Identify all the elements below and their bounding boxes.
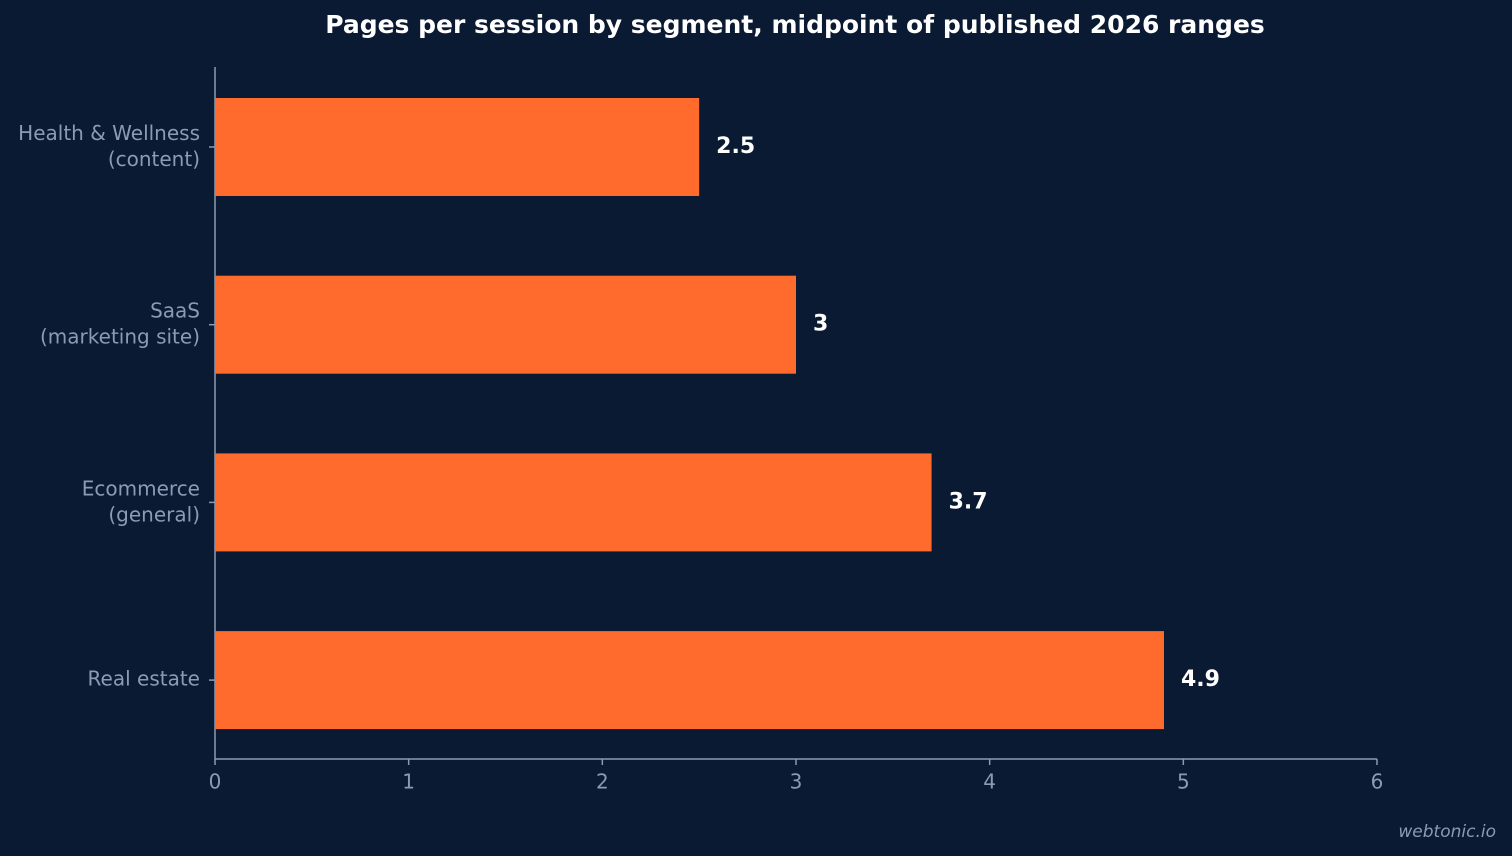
x-tick-label: 6	[1371, 770, 1384, 794]
y-tick-label: Real estate	[88, 667, 200, 691]
value-label: 3.7	[949, 489, 988, 514]
bar	[215, 98, 700, 196]
x-tick-label: 2	[596, 770, 609, 794]
chart-title: Pages per session by segment, midpoint o…	[325, 10, 1265, 39]
bar	[215, 453, 932, 552]
value-label: 2.5	[716, 134, 755, 159]
x-tick-label: 4	[983, 770, 996, 794]
y-tick-label: Health & Wellness (content)	[18, 121, 200, 171]
x-tick-label: 3	[790, 770, 803, 794]
x-tick-label: 5	[1177, 770, 1190, 794]
y-tick-label: SaaS (marketing site)	[40, 298, 200, 348]
x-tick-label: 1	[402, 770, 415, 794]
bar	[215, 275, 796, 374]
value-label: 4.9	[1181, 667, 1220, 692]
y-tick-label: Ecommerce (general)	[82, 476, 200, 526]
value-label: 3	[813, 312, 828, 337]
x-tick-label: 0	[209, 770, 222, 794]
bar	[215, 631, 1164, 730]
watermark: webtonic.io	[1398, 822, 1496, 842]
